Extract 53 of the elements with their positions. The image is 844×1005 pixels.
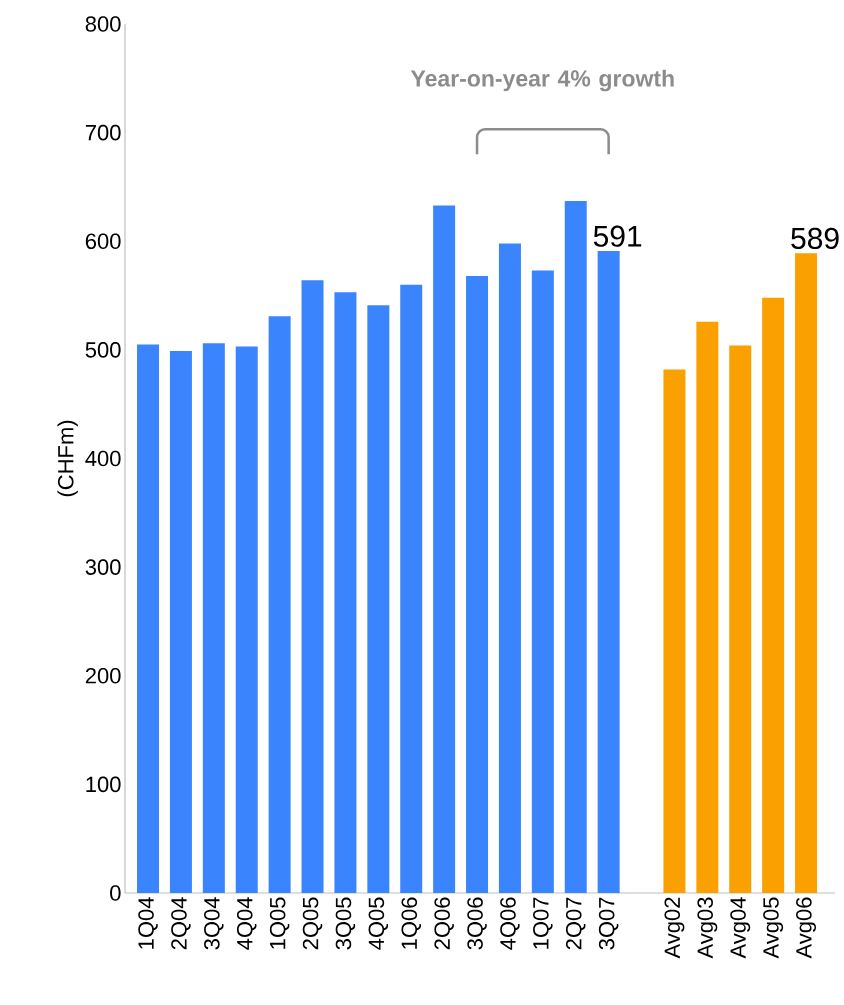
x-tick-label: Avg03 bbox=[697, 897, 718, 959]
x-tick-label: 1Q05 bbox=[269, 897, 290, 949]
bar bbox=[367, 305, 390, 893]
bar bbox=[400, 284, 423, 893]
bar bbox=[466, 276, 489, 893]
x-tick-label: 2Q04 bbox=[171, 897, 191, 950]
bar bbox=[597, 251, 620, 893]
x-tick-label: 2Q06 bbox=[434, 897, 454, 950]
bar bbox=[268, 316, 291, 893]
bar bbox=[301, 280, 324, 893]
x-tick-label: 1Q06 bbox=[401, 897, 421, 949]
x-tick-label: Avg04 bbox=[730, 897, 751, 959]
bar bbox=[729, 345, 752, 893]
bar bbox=[169, 350, 192, 893]
bar bbox=[564, 201, 587, 893]
annotation: Year-on-year 4% growth bbox=[410, 69, 674, 92]
x-tick-label: Avg02 bbox=[664, 897, 685, 959]
y-tick-label: 100 bbox=[86, 776, 121, 793]
x-tick-label: 4Q06 bbox=[500, 897, 520, 950]
y-tick-label: 600 bbox=[85, 233, 121, 250]
x-tick-label: Avg06 bbox=[796, 897, 816, 959]
x-tick-label: 1Q04 bbox=[138, 897, 158, 949]
bar bbox=[762, 297, 785, 893]
x-tick-label: 3Q04 bbox=[204, 897, 224, 950]
bar bbox=[433, 205, 456, 893]
y-tick-label: 200 bbox=[85, 667, 121, 684]
bar bbox=[531, 270, 554, 893]
bar bbox=[334, 292, 357, 893]
data-label: 589 bbox=[791, 227, 839, 250]
bar bbox=[795, 253, 818, 893]
x-tick-label: 4Q05 bbox=[368, 897, 389, 950]
y-tick-label: 300 bbox=[85, 559, 121, 575]
x-tick-label: Avg05 bbox=[763, 897, 784, 959]
bar bbox=[498, 243, 521, 893]
x-tick-label: 3Q05 bbox=[335, 897, 356, 950]
x-tick-label: 3Q07 bbox=[598, 897, 619, 950]
x-tick-label: 2Q05 bbox=[302, 897, 323, 950]
bar bbox=[696, 321, 719, 893]
x-tick-label: 4Q04 bbox=[236, 897, 257, 950]
x-tick-label: 3Q06 bbox=[467, 897, 487, 950]
x-tick-label: 2Q07 bbox=[565, 897, 586, 950]
y-axis-title: (CHFm) bbox=[57, 420, 78, 497]
bar bbox=[137, 344, 159, 893]
bar bbox=[663, 369, 686, 893]
data-label: 591 bbox=[593, 225, 642, 247]
bar bbox=[235, 346, 258, 893]
x-tick-label: 1Q07 bbox=[533, 897, 553, 949]
bar bbox=[202, 343, 225, 893]
y-tick-label: 0 bbox=[110, 885, 121, 901]
y-tick-label: 700 bbox=[85, 124, 121, 141]
y-tick-label: 400 bbox=[85, 450, 121, 467]
y-tick-label: 500 bbox=[85, 342, 121, 358]
y-tick-label: 800 bbox=[85, 16, 121, 32]
